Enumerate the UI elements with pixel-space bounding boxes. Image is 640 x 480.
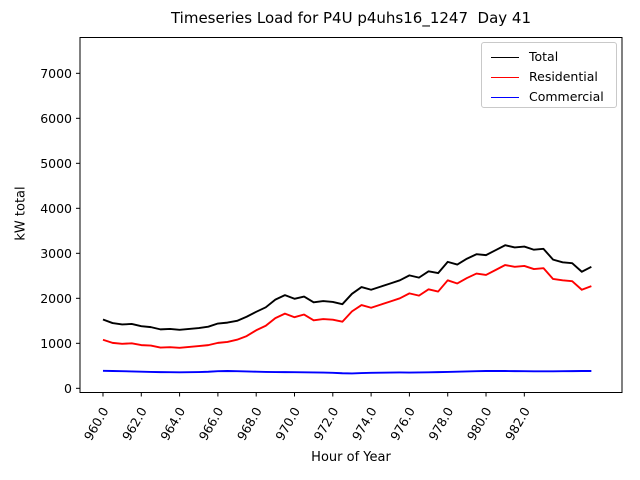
- commercial-line: [102, 369, 592, 375]
- y-tick-label: 5000: [40, 156, 72, 171]
- plot-area: [79, 37, 623, 393]
- x-tick-label: 976.0: [387, 404, 418, 443]
- x-axis-label: Hour of Year: [311, 450, 391, 465]
- x-tick-label: 964.0: [157, 404, 188, 443]
- legend-label-commercial: Commercial: [529, 89, 604, 104]
- legend-item-total: Total: [491, 47, 616, 67]
- residential-line: [102, 264, 592, 349]
- x-tick-label: 966.0: [196, 404, 227, 443]
- legend-label-total: Total: [529, 49, 559, 64]
- y-axis-label: kW total: [13, 186, 29, 241]
- x-tick-label: 982.0: [502, 404, 533, 443]
- legend-item-commercial: Commercial: [491, 87, 616, 107]
- x-tick-label: 978.0: [425, 404, 456, 443]
- y-tick-label: 3000: [40, 246, 72, 261]
- x-tick-label: 962.0: [119, 404, 150, 443]
- residential-line-swatch: [491, 76, 519, 78]
- legend-item-residential: Residential: [491, 67, 616, 87]
- x-tick-label: 968.0: [234, 404, 265, 443]
- chart-title: Timeseries Load for P4U p4uhs16_1247 Day…: [170, 9, 532, 27]
- y-tick-label: 2000: [40, 291, 72, 306]
- y-tick-label: 7000: [40, 66, 72, 81]
- total-line-swatch: [491, 56, 519, 58]
- total-line: [102, 244, 592, 331]
- x-tick-label: 980.0: [464, 404, 495, 443]
- x-tick-label: 960.0: [81, 404, 112, 443]
- y-tick-label: 4000: [40, 201, 72, 216]
- x-tick-label: 974.0: [349, 404, 380, 443]
- x-tick-label: 970.0: [272, 404, 303, 443]
- y-tick-label: 6000: [40, 111, 72, 126]
- commercial-line-swatch: [491, 96, 519, 98]
- x-tick-label: 972.0: [311, 404, 342, 443]
- legend-label-residential: Residential: [529, 69, 598, 84]
- y-tick-label: 0: [64, 381, 72, 396]
- y-tick-label: 1000: [40, 336, 72, 351]
- legend: Total Residential Commercial: [481, 42, 617, 108]
